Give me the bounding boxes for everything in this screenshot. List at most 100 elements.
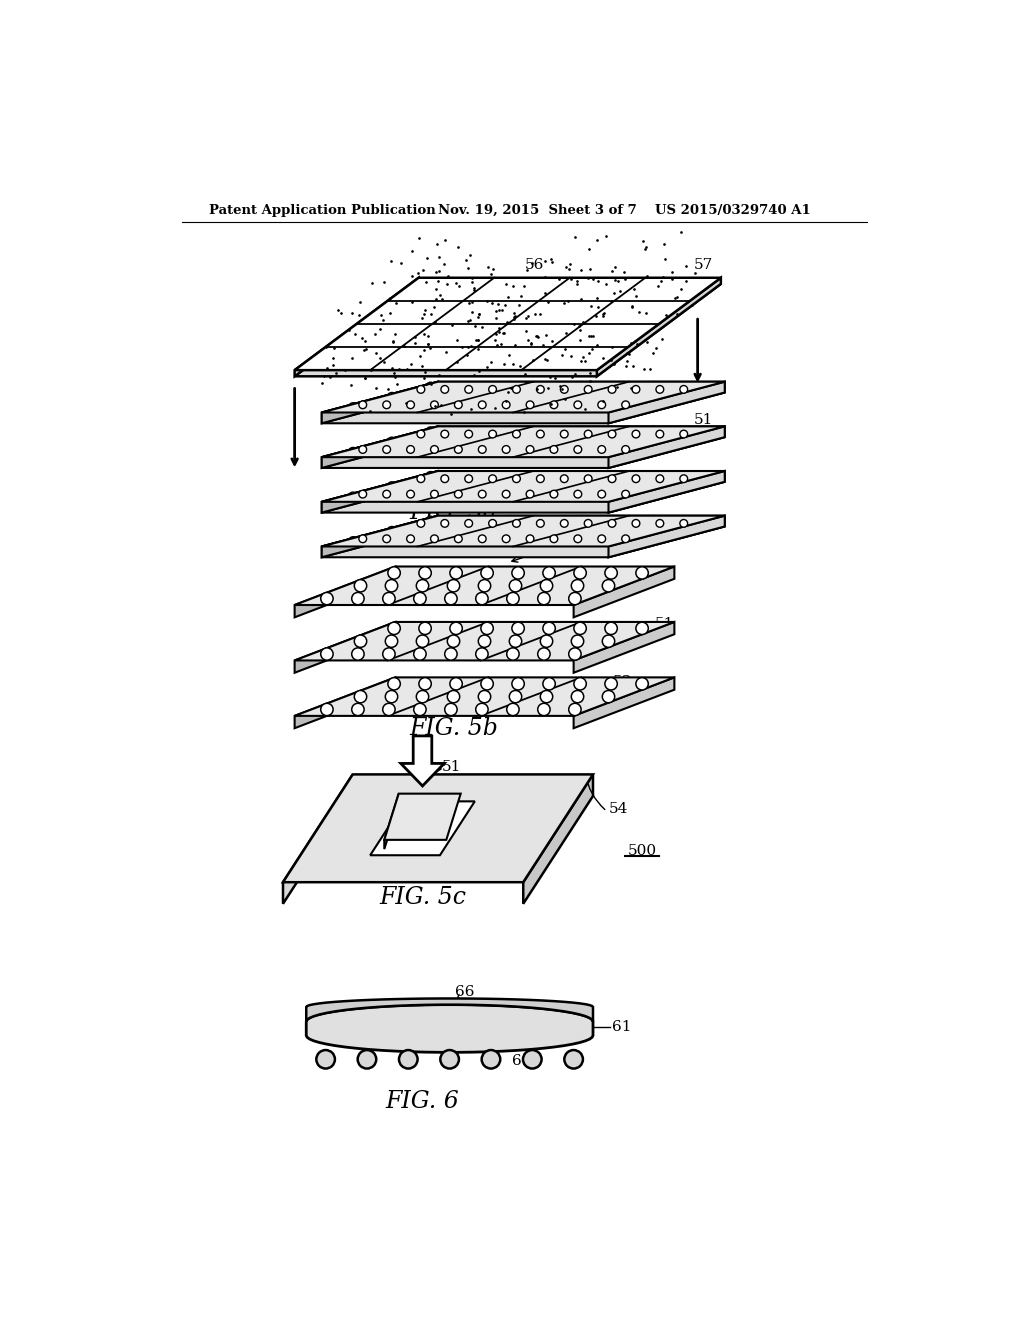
Circle shape (373, 537, 382, 546)
Circle shape (465, 475, 472, 483)
Circle shape (488, 475, 497, 483)
Circle shape (605, 566, 617, 579)
Circle shape (411, 437, 421, 446)
Circle shape (530, 482, 540, 491)
Circle shape (435, 482, 444, 491)
Circle shape (579, 482, 588, 491)
Circle shape (530, 392, 540, 401)
Circle shape (492, 403, 501, 412)
Circle shape (573, 566, 587, 579)
Circle shape (573, 401, 582, 409)
Circle shape (498, 471, 507, 480)
Circle shape (385, 579, 397, 591)
Circle shape (417, 385, 425, 393)
Circle shape (585, 430, 592, 438)
Circle shape (622, 535, 630, 543)
Circle shape (513, 385, 520, 393)
Polygon shape (400, 737, 444, 785)
Circle shape (588, 537, 597, 546)
Circle shape (498, 516, 507, 525)
Circle shape (430, 401, 438, 409)
Circle shape (407, 401, 415, 409)
Circle shape (513, 520, 520, 527)
Circle shape (450, 566, 462, 579)
Circle shape (598, 535, 605, 543)
Polygon shape (322, 516, 438, 557)
Circle shape (481, 1051, 501, 1069)
Circle shape (492, 492, 501, 502)
Text: 61: 61 (612, 1020, 632, 1034)
Circle shape (488, 385, 497, 393)
Polygon shape (371, 801, 475, 855)
Text: 57: 57 (693, 259, 713, 272)
Circle shape (426, 383, 435, 392)
Circle shape (507, 648, 519, 660)
Circle shape (509, 579, 521, 591)
Circle shape (513, 475, 520, 483)
Polygon shape (322, 437, 725, 469)
Circle shape (450, 516, 459, 525)
Circle shape (348, 447, 357, 457)
Circle shape (321, 704, 333, 715)
Circle shape (608, 520, 615, 527)
Circle shape (641, 383, 650, 392)
Circle shape (656, 385, 664, 393)
Circle shape (588, 492, 597, 502)
Circle shape (650, 392, 659, 401)
Circle shape (554, 437, 564, 446)
Circle shape (636, 677, 648, 690)
Polygon shape (322, 426, 438, 469)
Circle shape (538, 704, 550, 715)
Circle shape (585, 520, 592, 527)
Circle shape (387, 392, 396, 401)
Circle shape (611, 492, 621, 502)
Circle shape (417, 635, 429, 647)
Circle shape (478, 690, 490, 702)
Circle shape (512, 566, 524, 579)
Circle shape (546, 383, 555, 392)
Circle shape (593, 471, 602, 480)
Circle shape (447, 635, 460, 647)
Polygon shape (322, 381, 725, 412)
Circle shape (430, 446, 438, 453)
Circle shape (419, 622, 431, 635)
Circle shape (598, 446, 605, 453)
Circle shape (399, 1051, 418, 1069)
Circle shape (626, 392, 636, 401)
Circle shape (441, 430, 449, 438)
Circle shape (526, 490, 534, 498)
Circle shape (450, 383, 459, 392)
Circle shape (632, 520, 640, 527)
Circle shape (488, 430, 497, 438)
Circle shape (680, 385, 687, 393)
Text: 63: 63 (512, 1053, 531, 1068)
Circle shape (521, 383, 530, 392)
Polygon shape (322, 426, 438, 469)
Circle shape (509, 635, 521, 647)
Circle shape (459, 392, 468, 401)
Circle shape (636, 622, 648, 635)
Circle shape (383, 704, 395, 715)
Circle shape (358, 490, 367, 498)
Circle shape (689, 383, 698, 392)
Circle shape (571, 635, 584, 647)
Circle shape (573, 490, 582, 498)
Polygon shape (283, 775, 593, 882)
Circle shape (530, 527, 540, 536)
Circle shape (608, 385, 615, 393)
Circle shape (554, 392, 564, 401)
Circle shape (593, 516, 602, 525)
Circle shape (626, 482, 636, 491)
Circle shape (388, 622, 400, 635)
Polygon shape (322, 516, 725, 546)
Polygon shape (322, 426, 725, 457)
Circle shape (585, 385, 592, 393)
Circle shape (430, 490, 438, 498)
Circle shape (530, 437, 540, 446)
Circle shape (478, 401, 486, 409)
Circle shape (537, 430, 544, 438)
Circle shape (507, 593, 519, 605)
Polygon shape (608, 381, 725, 424)
Circle shape (455, 535, 462, 543)
Circle shape (396, 492, 406, 502)
